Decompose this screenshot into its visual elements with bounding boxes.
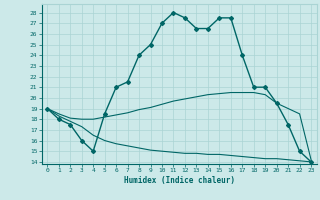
- X-axis label: Humidex (Indice chaleur): Humidex (Indice chaleur): [124, 176, 235, 185]
